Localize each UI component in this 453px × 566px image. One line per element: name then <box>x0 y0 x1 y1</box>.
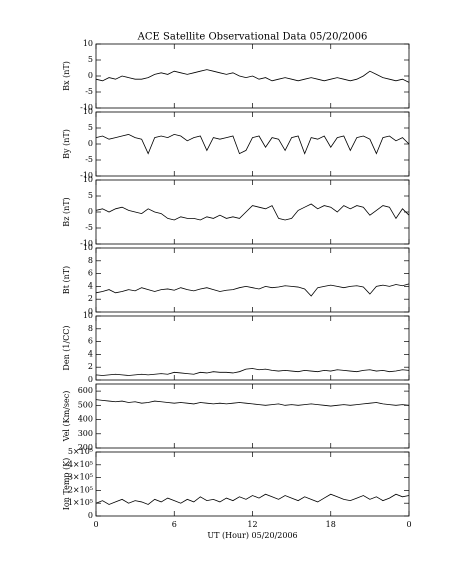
data-line <box>95 69 410 83</box>
y-tick-label: 400 <box>78 415 93 424</box>
plot-frame <box>95 111 410 177</box>
y-tick-label: 600 <box>78 386 93 395</box>
y-tick-label: -10 <box>80 171 93 180</box>
y-tick-label: 10 <box>83 175 93 184</box>
y-tick-label: 0 <box>88 71 93 80</box>
y-tick-label: 10 <box>83 39 93 48</box>
data-line <box>95 399 410 407</box>
y-tick-label: 6 <box>88 269 93 278</box>
y-tick-label: 300 <box>78 429 93 438</box>
y-tick-label: 10 <box>83 243 93 252</box>
x-tick-label: 6 <box>172 520 177 529</box>
y-tick-label: 0 <box>88 511 93 520</box>
data-line <box>95 368 410 376</box>
x-tick-label: 12 <box>247 520 257 529</box>
y-tick-label: 1×10⁵ <box>68 498 93 507</box>
y-tick-label: 10 <box>83 311 93 320</box>
data-line <box>95 203 410 221</box>
x-tick-label: 0 <box>406 520 411 529</box>
y-tick-label: -5 <box>85 223 93 232</box>
y-tick-label: 5 <box>88 55 93 64</box>
data-line <box>95 283 410 297</box>
y-axis-label: Vel (Km/sec) <box>62 391 71 443</box>
y-tick-label: 0 <box>88 307 93 316</box>
y-tick-label: 5 <box>88 191 93 200</box>
y-tick-label: 5×10⁵ <box>68 447 93 456</box>
y-tick-label: -10 <box>80 239 93 248</box>
y-tick-label: 2 <box>88 362 93 371</box>
y-tick-label: 8 <box>88 324 93 333</box>
plot-frame <box>95 247 410 313</box>
y-axis-label: Bz (nT) <box>62 197 71 226</box>
chart-title: ACE Satellite Observational Data 05/20/2… <box>137 32 368 43</box>
y-tick-label: 0 <box>88 375 93 384</box>
y-tick-label: -10 <box>80 103 93 112</box>
data-line <box>95 493 410 505</box>
plot-frame <box>95 451 410 517</box>
y-tick-label: 4×10⁵ <box>68 460 93 469</box>
y-tick-label: 4 <box>88 349 93 358</box>
x-tick-label: 18 <box>326 520 336 529</box>
y-tick-label: -5 <box>85 155 93 164</box>
y-tick-label: 200 <box>78 443 93 452</box>
y-tick-label: 500 <box>78 400 93 409</box>
y-tick-label: 10 <box>83 107 93 116</box>
y-tick-label: 6 <box>88 337 93 346</box>
x-tick-label: 0 <box>93 520 98 529</box>
y-axis-label: Ion Temp (K) <box>62 458 71 511</box>
y-axis-label: Den (1/CC) <box>62 325 71 370</box>
data-line <box>95 133 410 155</box>
y-tick-label: 5 <box>88 123 93 132</box>
y-axis-label: By (nT) <box>62 129 71 159</box>
y-tick-label: 2 <box>88 294 93 303</box>
plot-frame <box>95 383 410 449</box>
x-axis-label: UT (Hour) 05/20/2006 <box>207 531 297 540</box>
y-tick-label: 4 <box>88 281 93 290</box>
y-tick-label: 2×10⁵ <box>68 485 93 494</box>
y-tick-label: 0 <box>88 207 93 216</box>
y-tick-label: 3×10⁵ <box>68 473 93 482</box>
y-axis-label: Bt (nT) <box>62 266 71 294</box>
y-tick-label: 8 <box>88 256 93 265</box>
y-tick-label: 0 <box>88 139 93 148</box>
y-tick-label: -5 <box>85 87 93 96</box>
plot-frame <box>95 179 410 245</box>
y-axis-label: Bx (nT) <box>62 61 71 91</box>
